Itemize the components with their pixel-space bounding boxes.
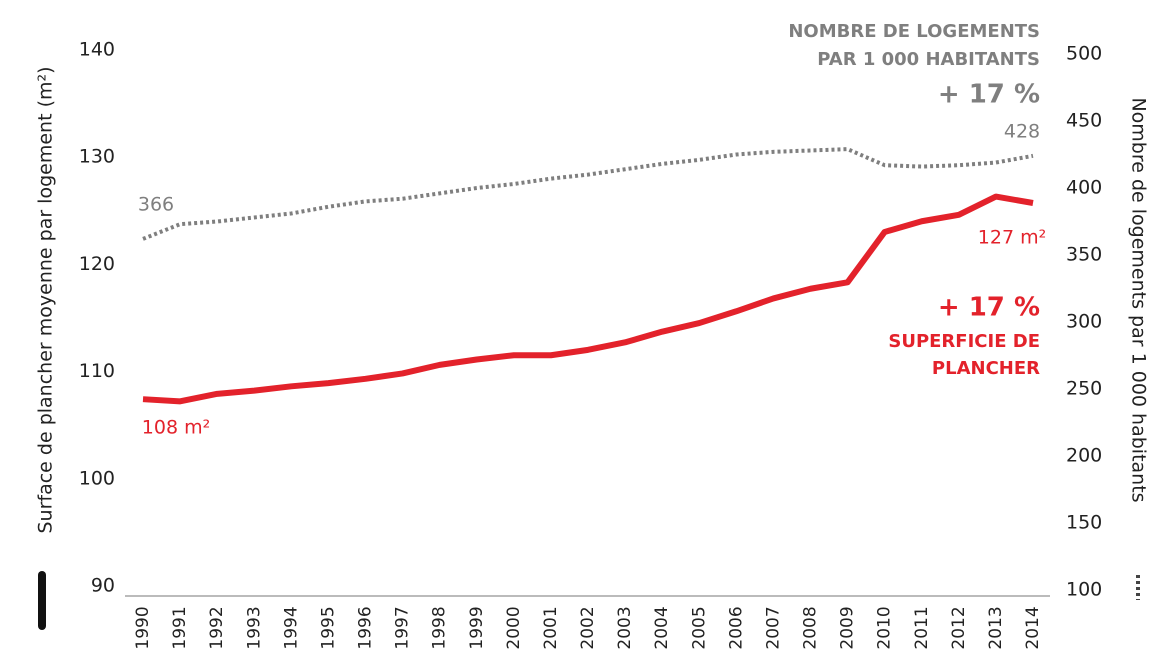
x-tick-label: 1996: [356, 606, 376, 649]
y-tick-label: 110: [79, 360, 115, 382]
y-tick-label: 90: [91, 575, 115, 597]
x-tick-label: 1995: [318, 606, 338, 649]
annotation: 108 m²: [142, 417, 210, 439]
annotation: + 17 %: [938, 293, 1040, 323]
y2-tick-label: 100: [1066, 579, 1102, 601]
annotation: PLANCHER: [932, 358, 1040, 379]
annotation: 127 m²: [978, 227, 1046, 249]
x-tick-label: 2003: [615, 606, 635, 649]
y2-axis-label: Nombre de logements par 1 000 habitants: [1128, 97, 1150, 502]
x-tick-label: 1999: [467, 606, 487, 649]
annotation: 366: [138, 194, 174, 216]
x-tick-label: 2002: [578, 606, 598, 649]
y2-tick-label: 500: [1066, 43, 1102, 65]
y2-tick-label: 200: [1066, 445, 1102, 467]
y-tick-label: 120: [79, 253, 115, 275]
x-tick-label: 2006: [726, 606, 746, 649]
series-line: [142, 193, 1034, 405]
y2-tick-label: 350: [1066, 244, 1102, 266]
x-tick-label: 2010: [875, 606, 895, 649]
annotation: SUPERFICIE DE: [888, 331, 1040, 352]
x-tick-label: 2001: [541, 606, 561, 649]
x-tick-label: 2011: [912, 606, 932, 649]
annotation: + 17 %: [938, 80, 1040, 110]
annotation: 428: [1004, 121, 1040, 143]
x-tick-label: 2005: [689, 606, 709, 649]
x-tick-label: 2004: [652, 606, 672, 649]
y2-tick-label: 250: [1066, 378, 1102, 400]
x-tick-label: 2012: [949, 606, 969, 649]
y-tick-label: 140: [79, 39, 115, 61]
x-tick-label: 1994: [281, 606, 301, 649]
y2-tick-label: 450: [1066, 110, 1102, 132]
y2-tick-label: 300: [1066, 311, 1102, 333]
x-tick-label: 1993: [244, 606, 264, 649]
x-tick-label: 1997: [393, 606, 413, 649]
series-line: [142, 147, 1034, 241]
x-tick-label: 2009: [838, 606, 858, 649]
y2-tick-label: 150: [1066, 512, 1102, 534]
x-tick-label: 2014: [1023, 606, 1043, 649]
x-tick-label: 1991: [170, 606, 190, 649]
y-tick-label: 130: [79, 146, 115, 168]
x-tick-label: 2008: [801, 606, 821, 649]
x-tick-label: 1998: [430, 606, 450, 649]
y-axis-label: Surface de plancher moyenne par logement…: [35, 66, 57, 533]
x-tick-label: 2007: [763, 606, 783, 649]
y-tick-label: 100: [79, 467, 115, 489]
x-tick-label: 2000: [504, 606, 524, 649]
annotation: NOMBRE DE LOGEMENTS: [788, 21, 1040, 42]
y2-tick-label: 400: [1066, 177, 1102, 199]
x-tick-label: 1992: [207, 606, 227, 649]
x-tick-label: 2013: [986, 606, 1006, 649]
x-tick-label: 1990: [133, 606, 153, 649]
annotation: PAR 1 000 HABITANTS: [817, 49, 1040, 70]
